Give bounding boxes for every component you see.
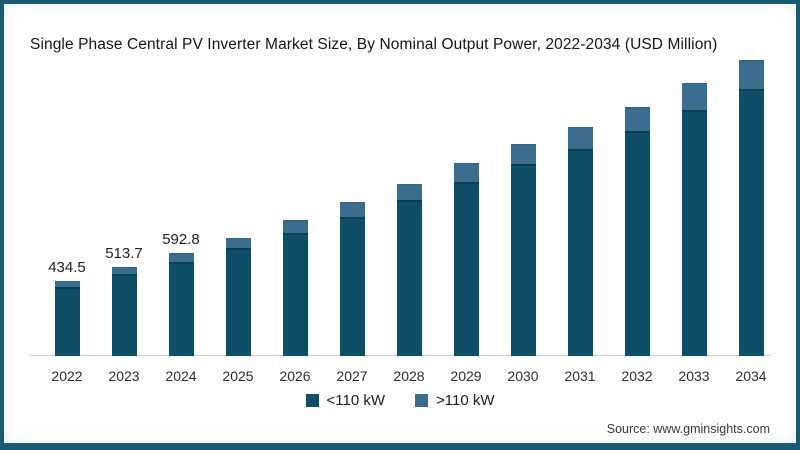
bar-2027: [339, 202, 365, 356]
bar-value-label-2023: 513.7: [105, 245, 143, 263]
bar-segment-over-110kw: [111, 267, 137, 274]
x-tick-label-2033: 2033: [678, 368, 710, 384]
legend-swatch-under-110kw-icon: [305, 394, 319, 407]
bar-2031: [567, 126, 593, 356]
legend-label-over-110kw: >110 kW: [436, 392, 495, 409]
x-tick-label-2031: 2031: [564, 368, 596, 384]
bar-segment-over-110kw: [168, 253, 194, 262]
bar-2034: [738, 60, 764, 356]
bar-segment-over-110kw: [510, 143, 536, 165]
bar-segment-over-110kw: [567, 126, 593, 149]
bar-segment-over-110kw: [453, 162, 479, 182]
x-tick-label-2024: 2024: [165, 368, 197, 384]
legend: <110 kW >110 kW: [4, 392, 796, 409]
bar-2029: [453, 162, 479, 356]
bar-segment-over-110kw: [282, 220, 308, 234]
bar-segment-under-110kw: [396, 200, 422, 356]
bar-2032: [624, 107, 650, 356]
legend-item-under-110kw: <110 kW: [305, 392, 386, 409]
source-attribution: Source: www.gminsights.com: [606, 422, 770, 436]
legend-label-under-110kw: <110 kW: [326, 392, 386, 409]
bar-segment-over-110kw: [738, 60, 764, 90]
bar-2030: [510, 143, 536, 356]
plot-area: 434.5 2022 513.7 2023 592.8 2024 2025 2026 2027 2…: [4, 4, 796, 443]
bar-segment-under-110kw: [54, 286, 80, 356]
x-tick-label-2025: 2025: [222, 368, 254, 384]
bar-segment-under-110kw: [111, 273, 137, 356]
bar-value-label-2022: 434.5: [48, 258, 86, 276]
x-tick-label-2032: 2032: [621, 368, 653, 384]
legend-swatch-over-110kw-icon: [415, 394, 428, 407]
x-tick-label-2022: 2022: [51, 368, 83, 384]
bar-segment-over-110kw: [339, 202, 365, 218]
x-tick-label-2030: 2030: [507, 368, 539, 384]
bar-segment-under-110kw: [738, 89, 764, 356]
bar-2024: [168, 253, 194, 356]
bar-segment-over-110kw: [396, 184, 422, 201]
bar-2033: [681, 83, 707, 356]
x-tick-label-2023: 2023: [108, 368, 140, 384]
bar-segment-under-110kw: [681, 110, 707, 356]
bar-segment-under-110kw: [624, 131, 650, 356]
bar-segment-over-110kw: [54, 280, 80, 287]
x-tick-label-2028: 2028: [393, 368, 425, 384]
x-tick-label-2034: 2034: [735, 368, 767, 384]
legend-item-over-110kw: >110 kW: [415, 392, 495, 409]
bar-segment-under-110kw: [510, 164, 536, 356]
x-tick-label-2029: 2029: [450, 368, 482, 384]
bar-segment-over-110kw: [624, 107, 650, 132]
bar-2028: [396, 184, 422, 356]
x-tick-label-2027: 2027: [336, 368, 368, 384]
bar-value-label-2024: 592.8: [162, 231, 200, 249]
bar-2023: [111, 267, 137, 356]
bar-segment-over-110kw: [681, 83, 707, 110]
bar-2025: [225, 237, 251, 356]
bar-segment-over-110kw: [225, 237, 251, 248]
bar-segment-under-110kw: [453, 181, 479, 356]
bar-2022: [54, 280, 80, 356]
bar-segment-under-110kw: [282, 233, 308, 356]
chart-title: Single Phase Central PV Inverter Market …: [30, 36, 718, 53]
x-tick-label-2026: 2026: [279, 368, 311, 384]
bar-2026: [282, 220, 308, 356]
bar-segment-under-110kw: [567, 148, 593, 356]
bar-segment-under-110kw: [339, 217, 365, 356]
bar-segment-under-110kw: [225, 247, 251, 356]
bar-segment-under-110kw: [168, 261, 194, 356]
